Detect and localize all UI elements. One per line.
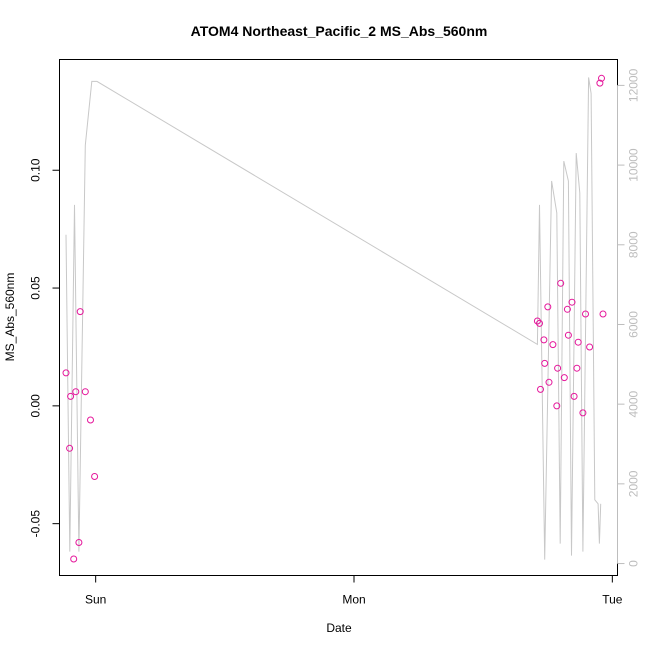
y2-tick-label: 10000 [627, 148, 641, 182]
x-tick-label: Tue [602, 593, 623, 607]
data-point [599, 310, 607, 318]
data-point [76, 308, 84, 316]
data-point [66, 444, 74, 452]
data-point [72, 388, 80, 396]
y2-tick-label: 6000 [627, 311, 641, 338]
y2-tick-label: 0 [627, 560, 641, 567]
x-tick-label: Sun [85, 593, 106, 607]
data-point [544, 303, 552, 311]
data-point [564, 331, 572, 339]
data-point [582, 310, 589, 318]
data-point [598, 74, 605, 82]
data-point [553, 402, 561, 410]
data-point [596, 79, 604, 87]
x-axis-label: Date [326, 621, 352, 635]
y2-tick-label: 2000 [627, 470, 641, 497]
chart-title: ATOM4 Northeast_Pacific_2 MS_Abs_560nm [191, 23, 488, 39]
data-point [91, 473, 99, 480]
x-tick-label: Mon [342, 593, 365, 607]
data-point [557, 279, 565, 287]
plot-area [59, 59, 618, 576]
y2-axis: 0 2000 4000 6000 8000 10000 12000 [617, 68, 641, 567]
data-point [545, 378, 553, 386]
data-point [67, 392, 75, 400]
data-point [87, 416, 94, 424]
data-point [574, 338, 582, 346]
y2-tick-label: 4000 [627, 390, 641, 417]
y-axis: -0.05 0.00 0.05 0.10 [29, 158, 60, 537]
data-point [586, 343, 594, 351]
data-point [540, 336, 548, 344]
data-point [560, 374, 568, 382]
y-tick-label: -0.05 [29, 510, 43, 538]
absorbance-series [62, 74, 607, 563]
depth-series [65, 77, 602, 560]
data-point [75, 539, 83, 546]
y2-tick-label: 8000 [627, 231, 641, 258]
data-point [549, 341, 557, 349]
data-point [568, 298, 576, 306]
x-axis: Sun Mon Tue [85, 575, 623, 607]
data-point [579, 409, 587, 417]
y-axis-label: MS_Abs_560nm [3, 273, 17, 362]
data-point [81, 388, 89, 396]
data-point [537, 385, 544, 393]
data-point [541, 359, 549, 367]
y2-tick-label: 12000 [627, 68, 641, 102]
depth-line [65, 77, 602, 560]
data-point [563, 305, 571, 313]
data-point [70, 555, 78, 563]
y-tick-label: 0.10 [29, 158, 43, 182]
data-point [62, 369, 70, 377]
y-tick-label: 0.05 [29, 276, 43, 300]
data-point [536, 319, 543, 327]
data-point [554, 364, 562, 372]
data-point [573, 364, 581, 372]
y-tick-label: 0.00 [29, 394, 43, 418]
data-point [570, 392, 578, 400]
